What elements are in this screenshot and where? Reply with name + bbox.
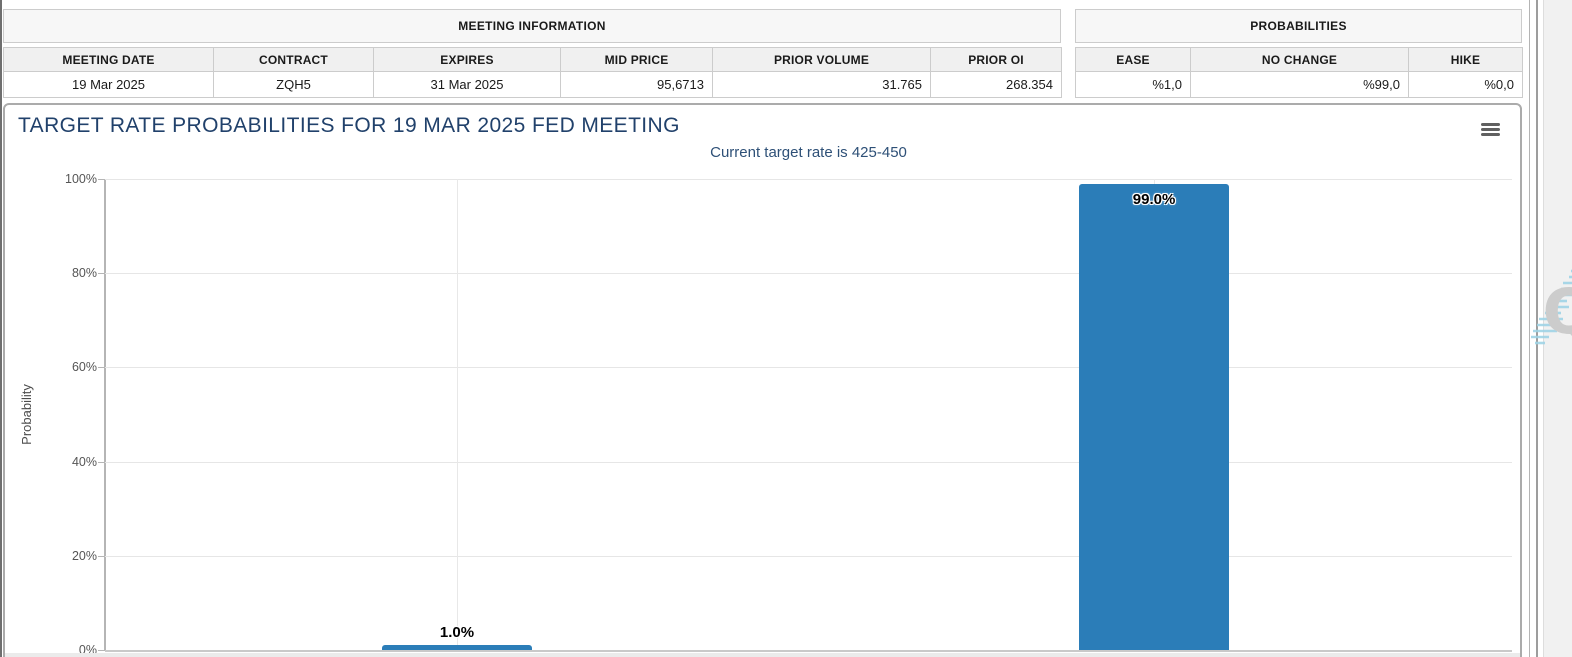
gridline-60 xyxy=(105,367,1512,369)
probabilities-table: EASE NO CHANGE HIKE %1,0 %99,0 %0,0 xyxy=(1075,47,1523,98)
y-axis-tick xyxy=(98,556,105,557)
col-header-hike: HIKE xyxy=(1408,47,1523,72)
y-axis-title-wrap: Probability xyxy=(9,179,43,650)
chart-title: TARGET RATE PROBABILITIES FOR 19 MAR 202… xyxy=(18,114,680,137)
bar-slot-category-2: 99.0% xyxy=(1079,179,1230,650)
cell-ease: %1,0 xyxy=(1075,71,1191,98)
y-tick-label-60: 60% xyxy=(71,360,97,374)
gridline-100 xyxy=(105,179,1512,180)
col-header-prior-volume: PRIOR VOLUME xyxy=(712,47,931,72)
col-header-ease: EASE xyxy=(1075,47,1191,72)
chart-bottom-band xyxy=(5,653,1520,657)
gridline-80 xyxy=(105,273,1512,275)
col-header-meeting-date: MEETING DATE xyxy=(3,47,214,72)
y-axis-line xyxy=(104,179,106,650)
cell-contract: ZQH5 xyxy=(213,71,374,98)
probability-bar[interactable] xyxy=(382,645,533,650)
watermark-letter: Q xyxy=(1543,275,1572,348)
bar-data-label: 99.0% xyxy=(1132,190,1176,208)
quikstrike-watermark-icon: Q xyxy=(1531,269,1572,348)
hamburger-bar xyxy=(1480,127,1500,131)
plot-area: Q 1.0% 99.0% xyxy=(105,179,1572,650)
page-left-border xyxy=(0,0,2,657)
y-axis-tick xyxy=(98,273,105,274)
col-header-prior-oi: PRIOR OI xyxy=(930,47,1062,72)
y-axis-title: Probability xyxy=(18,384,34,445)
probabilities-title: PROBABILITIES xyxy=(1075,9,1522,43)
chart-subtitle: Current target rate is 425-450 xyxy=(710,144,907,161)
hamburger-bar xyxy=(1480,122,1500,126)
y-tick-label-100: 100% xyxy=(65,172,97,186)
col-header-contract: CONTRACT xyxy=(213,47,374,72)
gridline-40 xyxy=(105,461,1512,463)
col-header-expires: EXPIRES xyxy=(373,47,561,72)
gridline-20 xyxy=(105,555,1512,557)
cell-prior-oi: 268.354 xyxy=(930,71,1062,98)
cell-mid-price: 95,6713 xyxy=(560,71,713,98)
target-rate-chart: TARGET RATE PROBABILITIES FOR 19 MAR 202… xyxy=(3,103,1572,657)
bar-slot-category-1: 1.0% xyxy=(382,179,533,650)
content-right-border xyxy=(1529,0,1530,657)
cell-prior-volume: 31.765 xyxy=(712,71,931,98)
probability-bar[interactable] xyxy=(1079,183,1230,650)
bar-data-label: 1.0% xyxy=(439,624,475,642)
cell-no-change: %99,0 xyxy=(1190,71,1409,98)
hamburger-icon[interactable] xyxy=(1477,118,1503,140)
meeting-information-table: MEETING DATE CONTRACT EXPIRES MID PRICE … xyxy=(3,47,1062,98)
meeting-information-panel: MEETING INFORMATION MEETING DATE CONTRAC… xyxy=(3,9,1062,98)
y-tick-label-20: 20% xyxy=(71,549,97,563)
cell-hike: %0,0 xyxy=(1408,71,1523,98)
x-axis-line xyxy=(105,650,1512,652)
y-axis-tick xyxy=(98,462,105,463)
cell-expires: 31 Mar 2025 xyxy=(373,71,561,98)
hamburger-bar xyxy=(1480,132,1500,136)
probabilities-panel: PROBABILITIES EASE NO CHANGE HIKE %1,0 %… xyxy=(1075,9,1523,98)
x-gridline-category-1 xyxy=(457,179,459,650)
cell-meeting-date: 19 Mar 2025 xyxy=(3,71,214,98)
y-axis-tick xyxy=(98,367,105,368)
col-header-mid-price: MID PRICE xyxy=(560,47,713,72)
y-axis-tick xyxy=(98,179,105,180)
y-tick-label-40: 40% xyxy=(71,455,97,469)
y-axis-tick xyxy=(98,650,105,651)
col-header-no-change: NO CHANGE xyxy=(1190,47,1409,72)
content-right-border-outer xyxy=(1536,0,1538,657)
vertical-scrollbar[interactable] xyxy=(1543,0,1572,657)
y-tick-label-80: 80% xyxy=(71,266,97,280)
meeting-information-title: MEETING INFORMATION xyxy=(3,9,1061,43)
